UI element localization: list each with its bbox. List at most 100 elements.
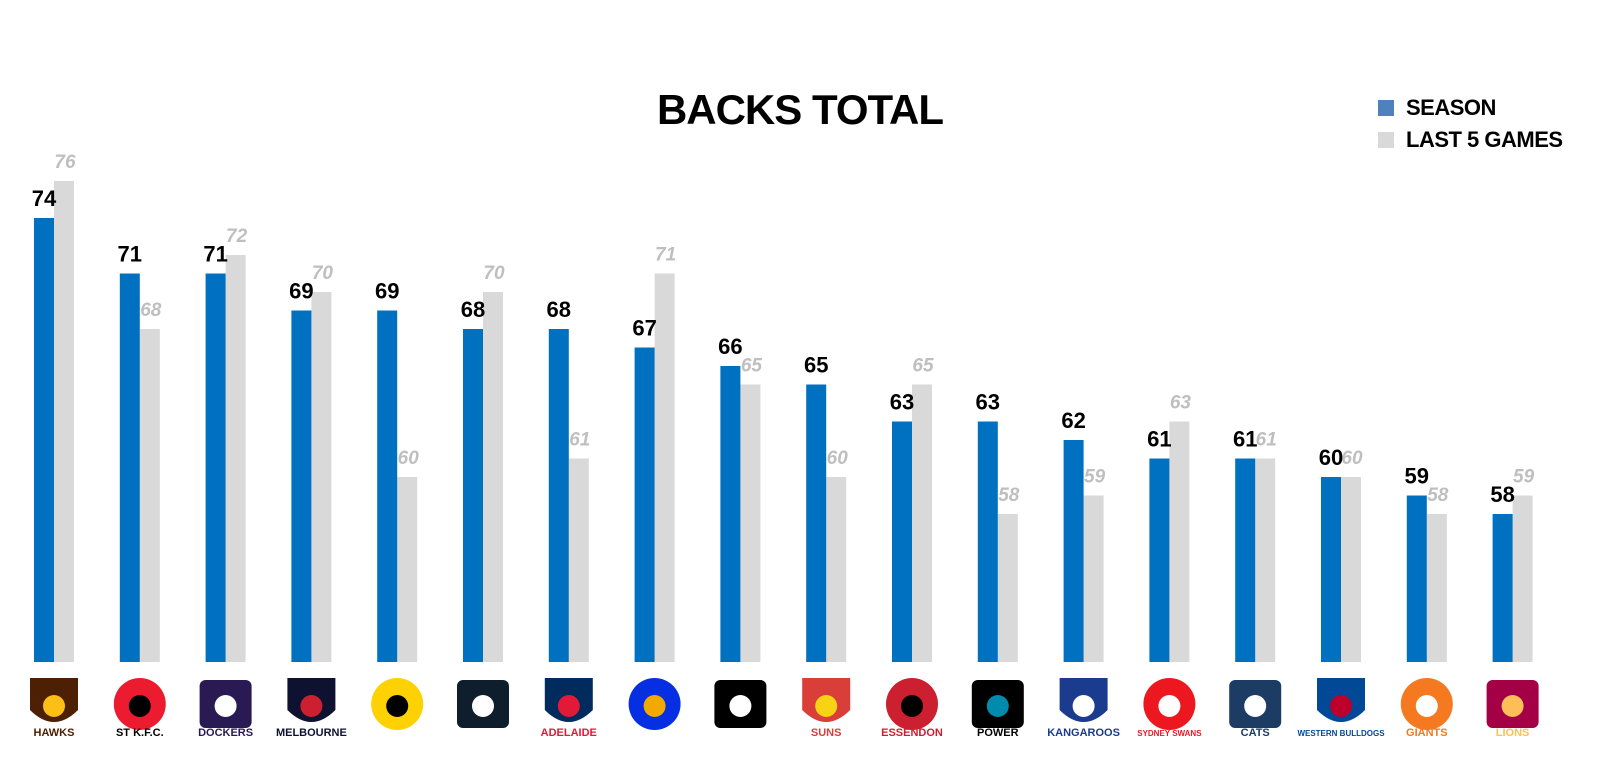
bar-season (720, 366, 741, 662)
data-label-last5: 59 (1513, 467, 1535, 488)
legend: SEASON LAST 5 GAMES (1378, 92, 1563, 156)
data-label-season: 69 (289, 279, 313, 304)
bar-last5 (1426, 514, 1447, 662)
logo-label: CATS (1241, 727, 1270, 739)
bar-season (1321, 477, 1341, 662)
data-label-last5: 65 (912, 356, 934, 377)
data-label-season: 69 (375, 279, 399, 304)
lion-icon: LIONS (1486, 680, 1539, 739)
data-label-last5: 68 (140, 300, 162, 321)
data-label-season: 60 (1319, 445, 1343, 470)
giants-g-icon: GIANTS (1400, 678, 1453, 739)
data-label-season: 68 (547, 297, 571, 322)
data-label-season: 63 (976, 390, 1000, 415)
data-label-season: 62 (1061, 408, 1085, 433)
bar-last5 (139, 329, 160, 662)
bar-last5 (654, 273, 675, 662)
bar-last5 (826, 477, 847, 662)
data-label-last5: 76 (54, 152, 76, 173)
logo-label: MELBOURNE (276, 727, 347, 739)
bar-season (463, 329, 483, 662)
tiger-icon (371, 678, 424, 730)
data-label-season: 58 (1490, 482, 1514, 507)
data-label-season: 61 (1147, 427, 1171, 452)
logo-label: DOCKERS (198, 727, 253, 739)
hawk-icon: HAWKS (30, 678, 78, 739)
data-label-season: 65 (804, 353, 828, 378)
chart-title: BACKS TOTAL (656, 86, 944, 133)
saints-icon: ST K.F.C. (113, 678, 166, 739)
data-label-last5: 70 (312, 263, 334, 284)
bar-last5 (483, 292, 503, 662)
data-label-season: 74 (32, 186, 57, 211)
eagle-icon (628, 678, 681, 730)
data-label-season: 68 (461, 297, 485, 322)
logo-label: KANGAROOS (1047, 727, 1120, 739)
bar-last5 (1341, 477, 1361, 662)
cat-icon: CATS (1229, 680, 1282, 739)
bar-season (1149, 458, 1170, 662)
bar-last5 (568, 458, 589, 662)
bar-season (291, 310, 312, 662)
data-label-season: 71 (118, 242, 142, 267)
bomber-icon: ESSENDON (881, 678, 943, 739)
data-label-last5: 60 (398, 448, 420, 469)
data-label-last5: 65 (741, 356, 763, 377)
logo-label: WESTERN BULLDOGS (1297, 729, 1385, 738)
crow-icon: ADELAIDE (541, 678, 597, 739)
demon-shield-icon: MELBOURNE (276, 678, 347, 739)
bar-season (1492, 514, 1513, 662)
legend-item-last5: LAST 5 GAMES (1378, 124, 1563, 156)
bulldog-icon: WESTERN BULLDOGS (1297, 678, 1385, 738)
bar-season (377, 310, 398, 662)
data-label-last5: 59 (1084, 467, 1106, 488)
power-bolt-icon: POWER (971, 680, 1024, 739)
bar-season (1235, 458, 1256, 662)
data-label-season: 61 (1233, 427, 1257, 452)
logo-label: SUNS (811, 727, 842, 739)
bar-season (34, 218, 54, 662)
logo-label: ADELAIDE (541, 727, 597, 739)
bar-season (548, 329, 569, 662)
data-label-season: 63 (890, 390, 914, 415)
legend-label-last5: LAST 5 GAMES (1406, 127, 1563, 152)
data-label-last5: 60 (1341, 448, 1363, 469)
logo-label: ST K.F.C. (116, 727, 164, 739)
bar-season (634, 347, 655, 662)
swan-icon: SYDNEY SWANS (1137, 678, 1202, 738)
data-label-last5: 70 (483, 263, 505, 284)
bar-season (1406, 495, 1427, 662)
data-label-season: 67 (632, 316, 656, 341)
bar-last5 (740, 384, 761, 662)
logo-label: POWER (977, 727, 1019, 739)
bar-season (205, 273, 226, 662)
data-label-season: 59 (1405, 464, 1429, 489)
data-label-last5: 60 (827, 448, 849, 469)
bar-last5 (311, 292, 332, 662)
bar-last5 (1169, 421, 1190, 662)
logo-label: HAWKS (34, 727, 75, 739)
data-label-last5: 58 (998, 485, 1020, 506)
anchor-icon: DOCKERS (198, 680, 253, 739)
sun-icon: SUNS (802, 678, 851, 739)
data-label-last5: 71 (655, 245, 676, 266)
bar-last5 (1083, 495, 1104, 662)
data-label-last5: 72 (226, 226, 248, 247)
bar-season (1063, 440, 1084, 662)
data-label-last5: 61 (569, 430, 590, 451)
bar-last5 (997, 514, 1018, 662)
legend-label-season: SEASON (1406, 95, 1496, 120)
bar-last5 (225, 255, 246, 662)
bar-last5 (397, 477, 418, 662)
bar-last5 (1255, 458, 1276, 662)
bar-last5 (54, 181, 74, 662)
data-label-last5: 58 (1427, 485, 1449, 506)
carlton-monogram-icon (457, 680, 509, 728)
logo-label: ESSENDON (881, 727, 943, 739)
logo-label: SYDNEY SWANS (1137, 729, 1202, 738)
legend-swatch-season (1378, 100, 1394, 116)
legend-swatch-last5 (1378, 132, 1394, 148)
magpie-icon (714, 680, 767, 728)
